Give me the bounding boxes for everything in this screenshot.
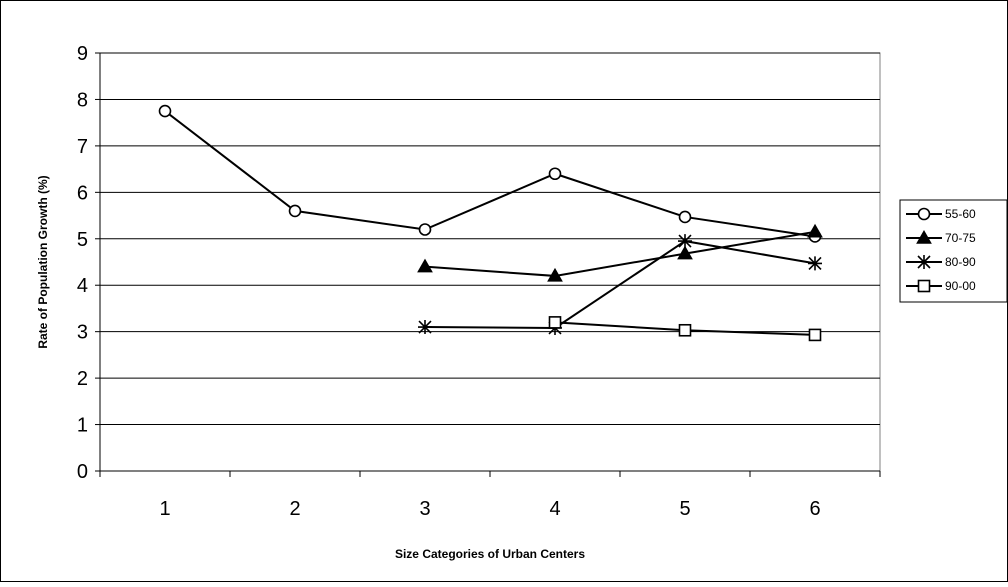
legend-label: 70-75 — [945, 231, 976, 245]
legend-marker — [916, 229, 932, 244]
y-axis-title: Rate of Population Growth (%) — [36, 175, 50, 348]
data-point — [677, 245, 693, 260]
data-point — [548, 167, 562, 181]
y-tick-label: 3 — [77, 322, 88, 344]
legend: 55-60 70-75 80-90 90-00 — [899, 199, 1008, 303]
x-tick-label: 6 — [809, 498, 820, 520]
y-tick-label: 7 — [77, 136, 88, 158]
data-point — [807, 223, 823, 238]
legend-marker — [917, 207, 931, 221]
legend-item: 55-60 — [906, 207, 976, 221]
y-tick-label: 8 — [77, 89, 88, 111]
plot-area — [99, 52, 881, 472]
series-line — [164, 110, 816, 238]
x-tick-label: 3 — [419, 498, 430, 520]
y-tick-label: 2 — [77, 368, 88, 390]
series-55-60 — [158, 104, 822, 243]
data-point — [158, 104, 172, 118]
series-line — [424, 230, 816, 277]
data-point — [418, 320, 432, 335]
series-line — [424, 240, 816, 329]
data-point — [547, 267, 563, 282]
data-point — [678, 234, 692, 249]
series-layer — [158, 104, 823, 342]
series-90-00 — [548, 316, 822, 342]
y-tick-label: 5 — [77, 229, 88, 251]
legend-item: 90-00 — [906, 279, 976, 293]
y-tick-labels: 0 1 2 3 4 5 6 7 8 9 — [77, 43, 88, 483]
y-tick-label: 6 — [77, 182, 88, 204]
x-tick-labels: 1 2 3 4 5 6 — [159, 498, 820, 520]
data-point — [417, 258, 433, 273]
x-tick-label: 5 — [679, 498, 690, 520]
legend-item: 80-90 — [906, 255, 976, 269]
y-tick-label: 9 — [77, 43, 88, 65]
x-axis-title: Size Categories of Urban Centers — [395, 547, 585, 561]
data-point — [678, 323, 692, 337]
y-tick-label: 4 — [77, 275, 88, 297]
legend-marker — [917, 279, 931, 293]
data-point — [548, 316, 562, 329]
data-point — [808, 328, 822, 342]
x-tick-label: 4 — [549, 498, 560, 520]
data-point — [288, 204, 302, 218]
legend-item: 70-75 — [906, 229, 976, 245]
data-point — [808, 256, 822, 271]
legend-label: 90-00 — [945, 279, 976, 293]
x-tick-label: 1 — [159, 498, 170, 520]
y-tick-label: 0 — [77, 461, 88, 483]
data-point — [418, 223, 432, 236]
data-point — [678, 210, 692, 224]
x-tick-label: 2 — [289, 498, 300, 520]
y-tick-label: 1 — [77, 415, 88, 437]
legend-label: 80-90 — [945, 255, 976, 269]
axes — [95, 52, 881, 477]
series-70-75 — [417, 223, 823, 282]
legend-marker — [917, 255, 931, 269]
legend-label: 55-60 — [945, 207, 976, 221]
